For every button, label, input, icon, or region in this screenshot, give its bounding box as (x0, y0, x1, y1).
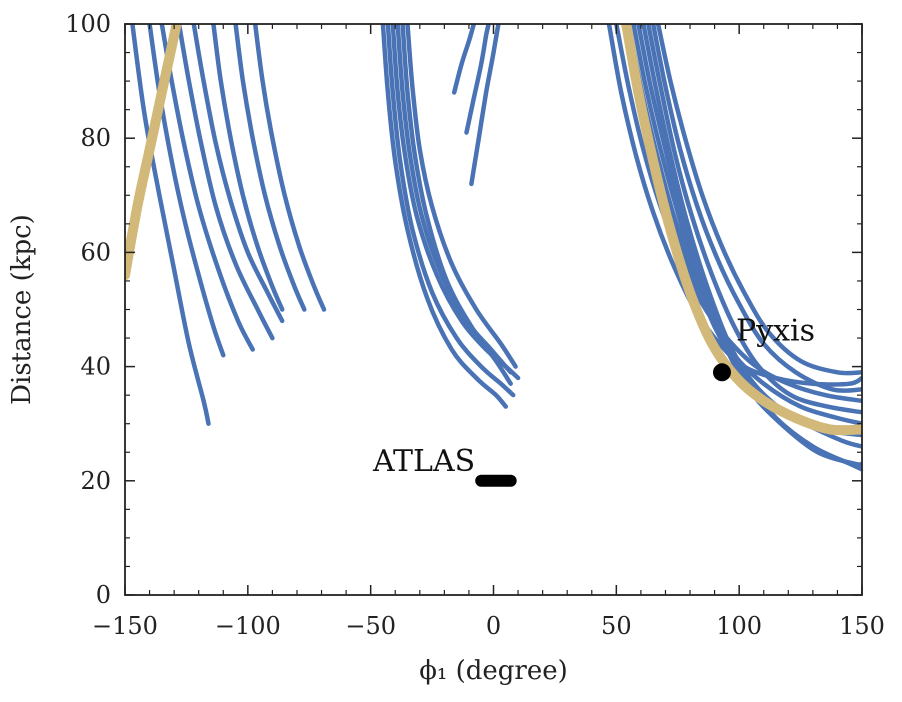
axes-layer: −150 −100 −50 0 50 100 150 0 20 40 60 80 100 (65, 10, 885, 640)
orbit-line (380, 24, 509, 409)
orbit-line (405, 24, 518, 369)
y-tick-label: 100 (65, 10, 111, 38)
orbit-line (233, 24, 307, 312)
orbit-line (159, 24, 255, 352)
orbit-line (176, 24, 275, 341)
series-layer (125, 24, 862, 472)
orbit-line (191, 24, 285, 324)
y-tick-label: 60 (80, 238, 111, 266)
x-tick-label: −50 (345, 612, 396, 640)
atlas-label: ATLAS (372, 444, 475, 479)
orbit-line (252, 24, 327, 312)
x-tick-label: 100 (716, 612, 762, 640)
orbit-line (655, 24, 862, 376)
y-tick-label: 80 (80, 124, 111, 152)
x-tick-label: −150 (92, 612, 158, 640)
x-axis-label: ϕ₁ (degree) (419, 656, 568, 686)
x-tick-label: 50 (601, 612, 632, 640)
orbit-line (400, 24, 513, 386)
y-tick-label: 20 (80, 467, 111, 495)
y-axis-label: Distance (kpc) (7, 214, 37, 405)
orbit-line (650, 24, 862, 393)
y-tick-label: 0 (96, 581, 111, 609)
orbit-line (451, 24, 477, 95)
orbit-line (469, 24, 501, 187)
best-fit-orbit-line (125, 24, 182, 281)
orbit-line (130, 24, 211, 426)
orbit-line (385, 24, 516, 398)
orbit-line (464, 24, 491, 135)
pyxis-label: Pyxis (736, 313, 815, 348)
x-tick-label: 0 (486, 612, 501, 640)
best-fit-orbit-line (621, 24, 862, 436)
orbit-line (395, 24, 513, 375)
orbit-line (646, 24, 862, 415)
x-tick-label: −100 (215, 612, 281, 640)
orbit-line (636, 24, 862, 467)
annotation-layer: ATLAS Pyxis (372, 313, 815, 487)
pyxis-marker (712, 363, 731, 382)
orbit-line (211, 24, 285, 312)
y-tick-label: 40 (80, 353, 111, 381)
x-tick-label: 150 (839, 612, 885, 640)
